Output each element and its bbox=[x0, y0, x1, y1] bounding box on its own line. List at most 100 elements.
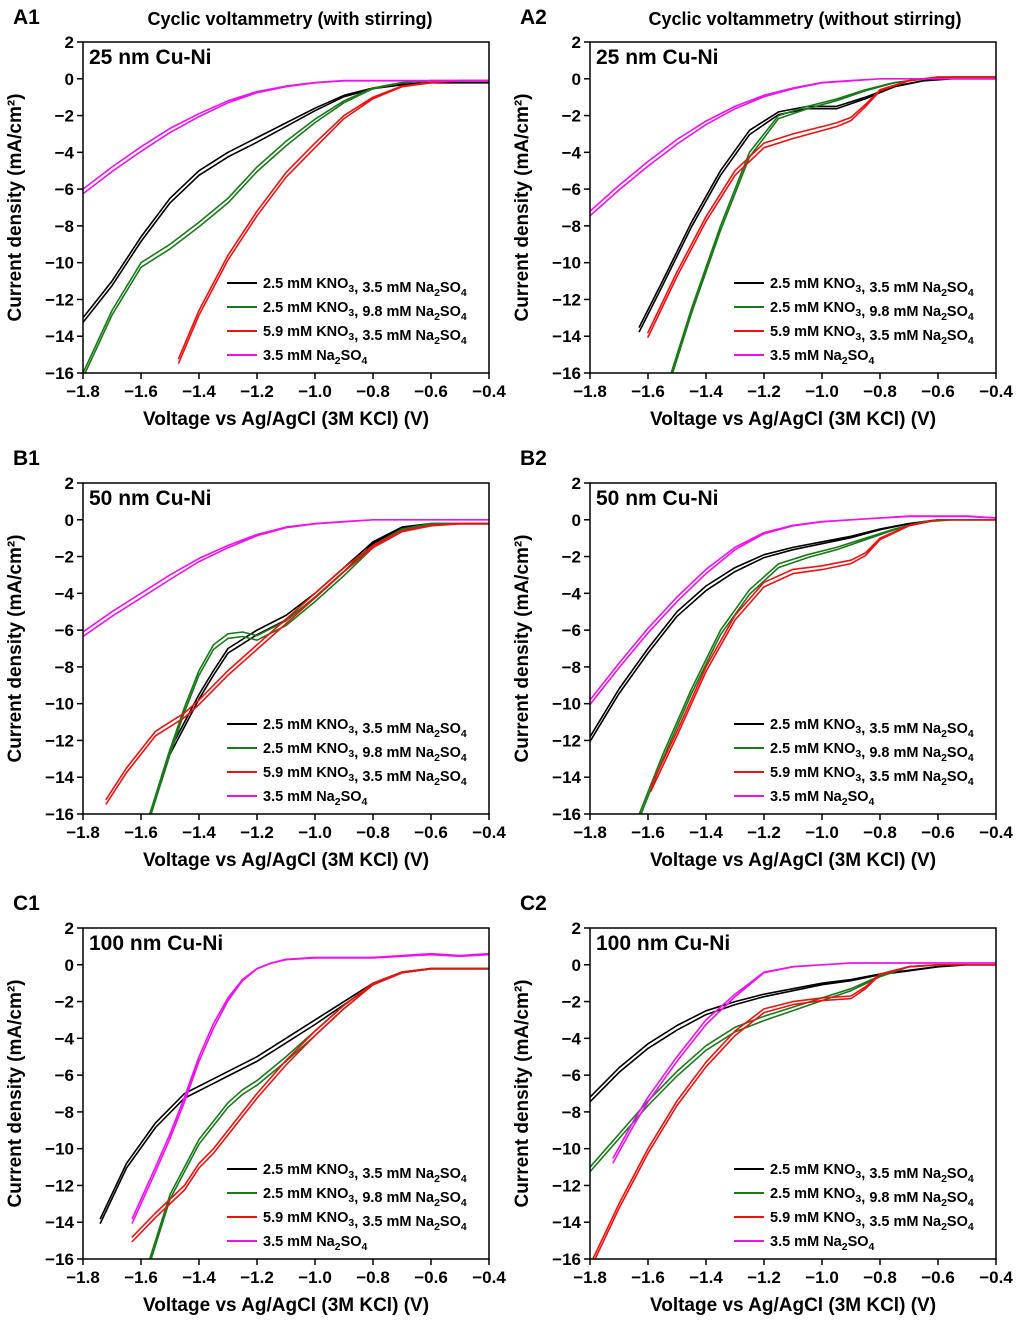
panel-a2: −1.8 −1.6 −1.4 −1.2 −1.0 −0.8 −0.6 −0.4 −16 −14 −1… bbox=[512, 6, 1013, 430]
panel-label: A2 bbox=[520, 6, 547, 29]
plot-frame bbox=[82, 41, 490, 374]
y-tick-label: 0 bbox=[65, 511, 74, 530]
series-line-a2-3 bbox=[647, 76, 996, 338]
x-tick-label: −0.4 bbox=[472, 382, 506, 401]
x-tick-label: −1.8 bbox=[66, 382, 100, 401]
y-tick-label: −6 bbox=[562, 180, 581, 199]
x-tick-label: −1.6 bbox=[631, 1268, 665, 1287]
y-axis-label: Current density (mA/cm²) bbox=[5, 979, 26, 1207]
x-tick-label: −1.2 bbox=[240, 1268, 274, 1287]
series-line-c1-3 bbox=[131, 967, 489, 1243]
panel-label: A1 bbox=[13, 6, 40, 29]
y-tick-label: −2 bbox=[55, 993, 74, 1012]
x-tick-label: −0.4 bbox=[979, 823, 1013, 842]
x-tick-label: −1.2 bbox=[240, 382, 274, 401]
y-axis-label: Current density (mA/cm²) bbox=[512, 534, 533, 762]
series-line-b1-3 bbox=[105, 522, 489, 805]
y-tick-label: −14 bbox=[45, 768, 74, 787]
plot-frame bbox=[82, 482, 490, 815]
y-tick-label: −16 bbox=[45, 364, 74, 383]
y-tick-label: 0 bbox=[65, 956, 74, 975]
series-line-b1-2 bbox=[148, 522, 489, 814]
series-line-c2-1 bbox=[590, 964, 996, 1103]
plot-frame bbox=[82, 927, 490, 1260]
plot-frame bbox=[589, 927, 997, 1260]
legend-label: 2.5 mM KNO3, 3.5 mM Na2SO4 bbox=[263, 1162, 467, 1185]
y-tick-label: −6 bbox=[55, 1066, 74, 1085]
y-tick-label: −12 bbox=[552, 290, 581, 309]
series-group bbox=[99, 952, 489, 1259]
y-tick-label: −4 bbox=[55, 1029, 75, 1048]
y-tick-label: 0 bbox=[572, 70, 581, 89]
x-tick-label: −1.4 bbox=[182, 1268, 216, 1287]
legend-label: 2.5 mM KNO3, 3.5 mM Na2SO4 bbox=[770, 276, 974, 299]
y-tick-label: −10 bbox=[45, 254, 74, 273]
y-tick-label: −6 bbox=[562, 621, 581, 640]
series-line-c2-3 bbox=[592, 964, 996, 1259]
series-line-a2-1 bbox=[638, 78, 996, 333]
series-line-a2-2 bbox=[670, 76, 996, 373]
y-tick-label: 2 bbox=[65, 33, 74, 52]
y-tick-label: −10 bbox=[45, 1140, 74, 1159]
sample-label: 50 nm Cu-Ni bbox=[89, 487, 212, 510]
x-tick-label: −1.0 bbox=[805, 382, 839, 401]
series-line-c1-4 bbox=[131, 952, 489, 1224]
x-axis-label: Voltage vs Ag/AgCl (3M KCl) (V) bbox=[143, 1295, 429, 1316]
sample-label: 25 nm Cu-Ni bbox=[596, 46, 719, 69]
y-tick-label: −6 bbox=[55, 621, 74, 640]
series-line-b2-3 bbox=[650, 519, 996, 792]
x-tick-label: −1.2 bbox=[747, 1268, 781, 1287]
y-tick-label: −6 bbox=[55, 180, 74, 199]
x-tick-label: −1.0 bbox=[298, 382, 332, 401]
series-line-b1-1 bbox=[160, 522, 489, 783]
y-axis-label: Current density (mA/cm²) bbox=[512, 979, 533, 1207]
legend-label: 2.5 mM KNO3, 9.8 mM Na2SO4 bbox=[263, 300, 467, 323]
legend-label: 5.9 mM KNO3, 3.5 mM Na2SO4 bbox=[263, 324, 467, 347]
y-tick-label: −10 bbox=[552, 695, 581, 714]
y-tick-label: 2 bbox=[65, 474, 74, 493]
series-group bbox=[590, 962, 996, 1259]
y-tick-label: −16 bbox=[552, 1250, 581, 1269]
legend-label: 5.9 mM KNO3, 3.5 mM Na2SO4 bbox=[770, 1210, 974, 1233]
y-tick-label: −16 bbox=[45, 805, 74, 824]
x-axis-label: Voltage vs Ag/AgCl (3M KCl) (V) bbox=[650, 409, 936, 430]
legend-label: 2.5 mM KNO3, 9.8 mM Na2SO4 bbox=[770, 300, 974, 323]
y-tick-label: −14 bbox=[552, 327, 581, 346]
series-group bbox=[83, 79, 489, 373]
legend-label: 2.5 mM KNO3, 9.8 mM Na2SO4 bbox=[263, 741, 467, 764]
legend-label: 2.5 mM KNO3, 3.5 mM Na2SO4 bbox=[263, 276, 467, 299]
y-tick-label: −16 bbox=[552, 364, 581, 383]
legend-label: 2.5 mM KNO3, 9.8 mM Na2SO4 bbox=[263, 1186, 467, 1209]
y-tick-label: 2 bbox=[572, 33, 581, 52]
panels-group: −1.8 −1.6 −1.4 −1.2 −1.0 −0.8 −0.6 −0.4 −16 −14 −1… bbox=[5, 6, 1013, 1316]
x-tick-label: −1.8 bbox=[573, 1268, 607, 1287]
x-tick-label: −1.6 bbox=[124, 382, 158, 401]
x-tick-label: −1.4 bbox=[182, 823, 216, 842]
y-tick-label: −16 bbox=[552, 805, 581, 824]
x-tick-label: −1.8 bbox=[573, 823, 607, 842]
panel-c1: −1.8 −1.6 −1.4 −1.2 −1.0 −0.8 −0.6 −0.4 −16 −14 −1… bbox=[5, 892, 506, 1316]
x-tick-label: −0.8 bbox=[356, 823, 390, 842]
legend-label: 2.5 mM KNO3, 3.5 mM Na2SO4 bbox=[770, 1162, 974, 1185]
y-tick-label: −16 bbox=[45, 1250, 74, 1269]
panel-b1: −1.8 −1.6 −1.4 −1.2 −1.0 −0.8 −0.6 −0.4 −16 −14 −1… bbox=[5, 447, 506, 871]
series-line-a1-2 bbox=[83, 79, 489, 373]
series-line-b1-4 bbox=[83, 519, 489, 638]
legend-label: 3.5 mM Na2SO4 bbox=[770, 789, 875, 808]
y-tick-label: −8 bbox=[562, 658, 581, 677]
y-tick-label: −8 bbox=[55, 658, 74, 677]
y-tick-label: −2 bbox=[562, 107, 581, 126]
legend-label: 3.5 mM Na2SO4 bbox=[263, 1234, 368, 1253]
y-tick-label: −4 bbox=[55, 143, 75, 162]
legend-label: 3.5 mM Na2SO4 bbox=[263, 789, 368, 808]
x-tick-label: −1.8 bbox=[66, 823, 100, 842]
y-tick-label: −12 bbox=[45, 1176, 74, 1195]
legend-label: 5.9 mM KNO3, 3.5 mM Na2SO4 bbox=[263, 765, 467, 788]
series-line-a1-3 bbox=[177, 79, 489, 364]
plot-frame bbox=[589, 482, 997, 815]
x-tick-label: −0.4 bbox=[472, 823, 506, 842]
y-tick-label: −2 bbox=[55, 107, 74, 126]
x-tick-label: −1.0 bbox=[298, 1268, 332, 1287]
column-title-with-stirring: Cyclic voltammetry (with stirring) bbox=[147, 9, 432, 29]
